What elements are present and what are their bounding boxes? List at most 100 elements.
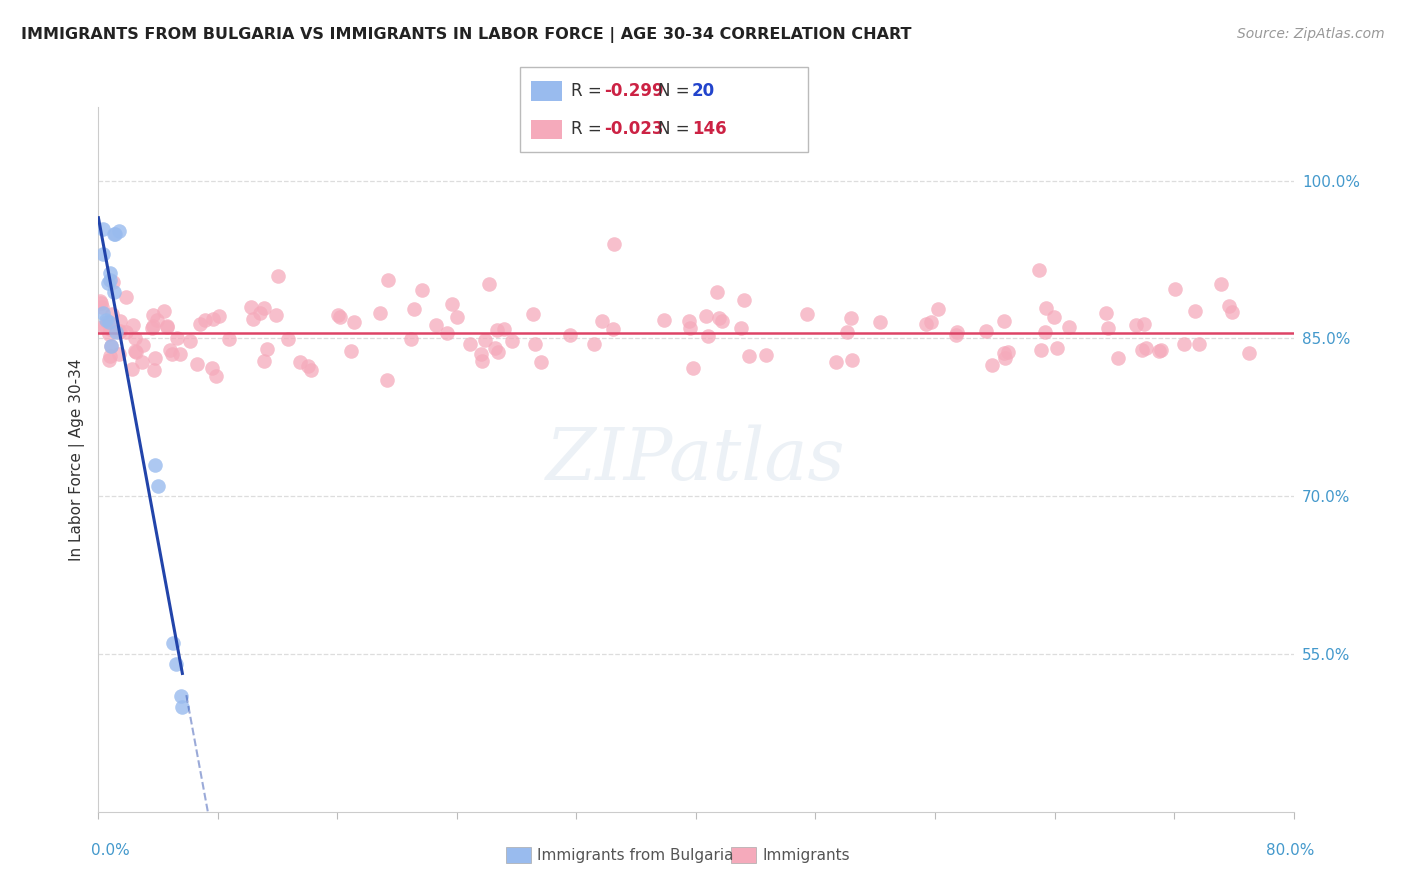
Point xyxy=(97,276,120,290)
Point xyxy=(108,224,131,238)
Point xyxy=(993,345,1015,359)
Point xyxy=(253,301,276,315)
Point xyxy=(239,300,262,314)
Point xyxy=(264,308,287,322)
Point xyxy=(478,277,501,291)
Point xyxy=(458,337,481,351)
Point xyxy=(100,266,122,280)
Point xyxy=(299,363,322,377)
Point xyxy=(695,309,717,323)
Point xyxy=(1237,346,1260,360)
Point xyxy=(124,344,146,359)
Point xyxy=(558,328,581,343)
Point xyxy=(131,354,153,368)
Point xyxy=(375,373,398,387)
Point xyxy=(501,334,523,348)
Point xyxy=(148,478,170,492)
Text: Immigrants from Bulgaria: Immigrants from Bulgaria xyxy=(537,848,734,863)
Point xyxy=(169,347,191,361)
Text: 80.0%: 80.0% xyxy=(1267,843,1315,858)
Point xyxy=(186,357,208,371)
Point xyxy=(945,327,967,342)
Point xyxy=(343,315,366,329)
Point xyxy=(218,332,240,346)
Point xyxy=(841,352,863,367)
Point xyxy=(156,319,179,334)
Point xyxy=(165,657,187,672)
Point xyxy=(1125,318,1147,332)
Point xyxy=(1220,305,1243,319)
Point xyxy=(471,353,494,368)
Point xyxy=(142,308,165,322)
Point xyxy=(522,307,544,321)
Y-axis label: In Labor Force | Age 30-34: In Labor Force | Age 30-34 xyxy=(69,358,84,561)
Point xyxy=(486,323,509,337)
Point xyxy=(602,322,624,336)
Point xyxy=(201,361,224,376)
Point xyxy=(583,337,606,351)
Point xyxy=(91,300,114,314)
Point xyxy=(915,317,938,331)
Point xyxy=(1135,341,1157,355)
Point xyxy=(190,318,212,332)
Text: R =: R = xyxy=(571,120,602,138)
Point xyxy=(733,293,755,307)
Point xyxy=(172,699,194,714)
Point xyxy=(994,351,1017,365)
Text: ZIPatlas: ZIPatlas xyxy=(546,424,846,495)
Point xyxy=(179,334,201,348)
Point xyxy=(100,339,122,353)
Point xyxy=(1130,343,1153,357)
Point xyxy=(1094,306,1116,320)
Point xyxy=(142,319,165,334)
Text: -0.299: -0.299 xyxy=(605,82,664,100)
Point xyxy=(710,314,733,328)
Point xyxy=(839,311,862,326)
Point xyxy=(654,313,676,327)
Point xyxy=(96,315,118,329)
Point xyxy=(1188,337,1211,351)
Point xyxy=(697,328,720,343)
Point xyxy=(602,237,624,252)
Point xyxy=(446,310,468,325)
Point xyxy=(166,330,188,344)
Point xyxy=(91,222,114,236)
Point xyxy=(143,363,166,377)
Point xyxy=(1218,299,1240,313)
Point xyxy=(1147,344,1170,359)
Point xyxy=(682,361,704,376)
Point xyxy=(249,306,271,320)
Point xyxy=(1057,319,1080,334)
Point xyxy=(401,332,423,346)
Point xyxy=(730,321,752,335)
Point xyxy=(159,343,181,357)
Point xyxy=(121,362,143,376)
Point xyxy=(1173,337,1195,351)
Text: N =: N = xyxy=(658,82,689,100)
Point xyxy=(104,227,127,241)
Text: 146: 146 xyxy=(692,120,727,138)
Point xyxy=(103,227,125,242)
Point xyxy=(124,331,146,345)
Point xyxy=(945,325,967,339)
Point xyxy=(103,285,125,299)
Point xyxy=(91,320,114,334)
Point xyxy=(974,324,997,338)
Point xyxy=(1043,310,1066,324)
Point xyxy=(146,313,169,327)
Point xyxy=(1133,317,1156,331)
Point xyxy=(486,345,509,359)
Point xyxy=(297,359,319,373)
Text: 20: 20 xyxy=(692,82,714,100)
Point xyxy=(90,296,112,310)
Point xyxy=(1028,263,1050,277)
Point xyxy=(1097,321,1119,335)
Point xyxy=(927,301,949,316)
Point xyxy=(100,307,122,321)
Point xyxy=(100,339,122,353)
Point xyxy=(108,325,131,339)
Point xyxy=(267,269,290,284)
Point xyxy=(993,314,1015,328)
Point xyxy=(242,311,264,326)
Point xyxy=(530,355,553,369)
